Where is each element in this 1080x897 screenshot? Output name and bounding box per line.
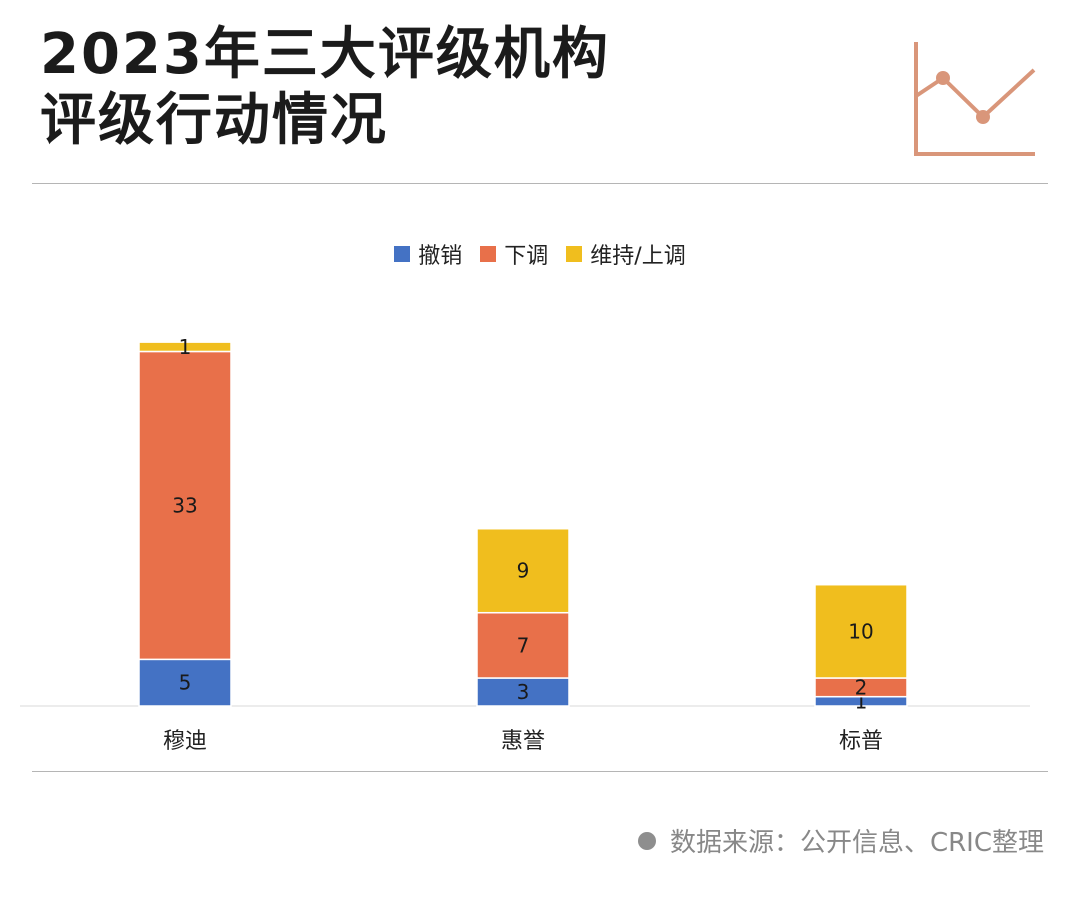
category-label: 穆迪: [163, 729, 207, 754]
legend-swatch-maintain: [566, 246, 583, 262]
legend-swatch-downgrade: [480, 246, 497, 262]
legend-item-withdraw: 撤销: [394, 238, 462, 270]
data-label: 9: [517, 559, 530, 583]
legend-swatch-withdraw: [394, 246, 411, 262]
legend-label-downgrade: 下调: [504, 244, 549, 269]
bottom-divider: [32, 771, 1048, 772]
data-label: 10: [848, 619, 873, 643]
chart-legend: 撤销 下调 维持/上调: [0, 238, 1080, 270]
title-line-1: 2023年三大评级机构: [40, 22, 610, 87]
line-chart-icon: [914, 42, 1036, 156]
data-label: 7: [517, 633, 530, 657]
legend-label-withdraw: 撤销: [418, 244, 463, 269]
category-label: 标普: [839, 729, 883, 754]
data-label: 33: [172, 493, 197, 517]
bar-segment: [138, 350, 232, 661]
data-label: 2: [855, 675, 868, 699]
title-line-2: 评级行动情况: [40, 88, 388, 153]
top-divider: [32, 183, 1048, 184]
bullet-dot-icon: [637, 831, 656, 850]
bar-segment: [138, 341, 232, 353]
source-note: 数据来源：公开信息、CRIC整理: [637, 822, 1044, 859]
data-label: 5: [179, 671, 192, 695]
legend-item-downgrade: 下调: [480, 238, 548, 270]
legend-item-maintain: 维持/上调: [566, 238, 686, 270]
data-label: 3: [517, 680, 530, 704]
data-label: 1: [179, 335, 192, 359]
legend-label-maintain: 维持/上调: [590, 244, 686, 269]
bar-segment: [476, 527, 570, 614]
page-title: 2023年三大评级机构 评级行动情况: [40, 22, 610, 154]
category-label: 惠誉: [501, 729, 545, 754]
bar-segment: [814, 583, 908, 679]
source-text: 数据来源：公开信息、CRIC整理: [669, 828, 1044, 858]
